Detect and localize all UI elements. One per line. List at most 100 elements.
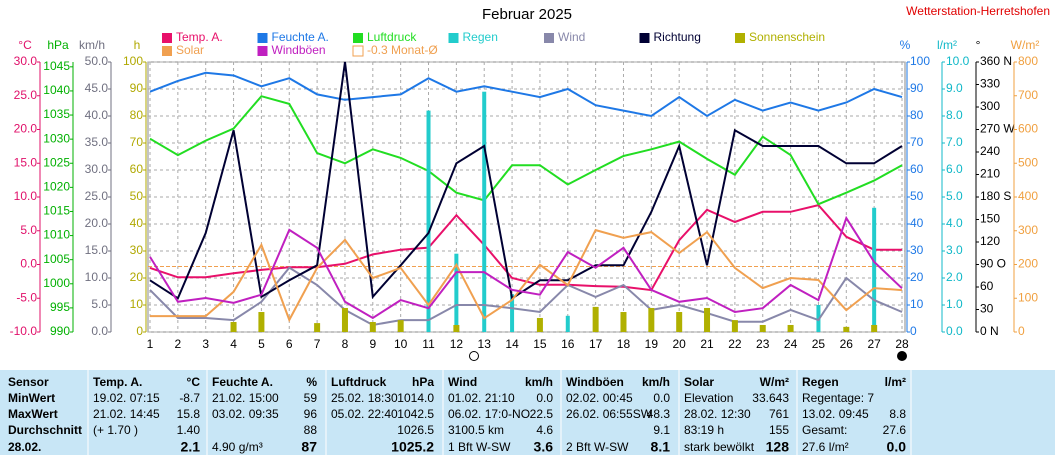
y-tick-label: 20 <box>910 270 924 284</box>
table-cell: 8.8 <box>889 407 906 421</box>
y-tick-label: 200 <box>1018 257 1038 271</box>
y-tick-label: 20.0 <box>14 122 38 136</box>
legend-swatch <box>352 45 364 57</box>
x-tick-label: 16 <box>561 337 575 351</box>
y-tick-label: 25.0 <box>85 189 109 203</box>
bar <box>871 324 878 332</box>
table-cell: 05.02. 22:40 <box>331 407 398 421</box>
x-tick-label: 27 <box>867 337 881 351</box>
legend-swatch <box>544 33 554 43</box>
bar <box>731 320 738 332</box>
y-tick-label: 10.0 <box>85 270 109 284</box>
bar <box>676 312 683 332</box>
table-cell: 96 <box>304 407 318 421</box>
table-cell: 19.02. 07:15 <box>93 391 160 405</box>
table-cell: 27.6 l/m² <box>802 440 849 454</box>
table-cell: 06.02. 17:0-NO <box>448 407 530 421</box>
y-tick-label: -10.0 <box>10 324 38 338</box>
y-tick-label: 30 <box>980 302 994 316</box>
new-moon-icon <box>897 351 907 361</box>
bar <box>759 324 766 332</box>
line <box>149 71 903 118</box>
table-background <box>0 370 1055 455</box>
y-tick-label: 10.0 <box>14 189 38 203</box>
y-tick-label: 1.0 <box>946 297 963 311</box>
legend-label: -0.3 Monat-Ø <box>367 43 438 57</box>
table-cell: 26.02. 06:55SW <box>566 407 653 421</box>
x-tick-label: 19 <box>645 337 659 351</box>
bar <box>620 312 627 332</box>
y-tick-label: 10 <box>130 297 144 311</box>
table-cell: Solar <box>684 375 714 389</box>
x-tick-label: 17 <box>589 337 603 351</box>
x-tick-label: 2 <box>175 337 182 351</box>
table-cell: 1042.5 <box>397 407 434 421</box>
y-tick-label: 50.0 <box>85 54 109 68</box>
y-tick-label: 210 <box>980 167 1000 181</box>
table-cell: 0.0 <box>536 391 553 405</box>
x-tick-label: 13 <box>478 337 492 351</box>
line <box>149 61 903 300</box>
y-tick-label: 5.0 <box>91 297 108 311</box>
y-tick-label: 15.0 <box>85 243 109 257</box>
y-tick-label: 70 <box>130 135 144 149</box>
y-tick-label: 10.0 <box>946 54 970 68</box>
y-tick-label: 180 S <box>980 189 1011 203</box>
y-tick-label: 40.0 <box>85 108 109 122</box>
legend-label: Sonnenschein <box>749 30 825 44</box>
y-tick-label: 15.0 <box>14 155 38 169</box>
table-cell: 22.5 <box>530 407 554 421</box>
table-cell: 1014.0 <box>397 391 434 405</box>
axis-unit: °C <box>18 38 32 52</box>
table-cell: 3100.5 km <box>448 423 504 437</box>
table-cell: 2 Bft W-SW <box>566 440 629 454</box>
bar <box>341 307 348 332</box>
legend-swatch <box>448 33 459 43</box>
bar <box>787 324 794 332</box>
y-tick-label: 80 <box>130 108 144 122</box>
y-tick-label: 240 <box>980 144 1000 158</box>
y-tick-label: 90 O <box>980 257 1006 271</box>
y-tick-label: 6.0 <box>946 162 963 176</box>
y-tick-label: 0 <box>910 324 917 338</box>
y-tick-label: 4.0 <box>946 216 963 230</box>
bar <box>426 110 431 332</box>
x-tick-label: 26 <box>840 337 854 351</box>
legend-label: Solar <box>176 43 204 57</box>
table-cell: 8.1 <box>651 439 671 455</box>
y-tick-label: 90 <box>910 81 924 95</box>
y-tick-label: 1015 <box>43 204 70 218</box>
y-tick-label: 40 <box>910 216 924 230</box>
line <box>149 215 903 320</box>
table-cell: 1 Bft W-SW <box>448 440 511 454</box>
bar <box>482 91 487 332</box>
y-tick-label: 1025 <box>43 155 70 169</box>
axis-unit: km/h <box>79 38 105 52</box>
table-cell: 83:19 h <box>684 423 724 437</box>
y-tick-label: 50 <box>910 189 924 203</box>
table-cell: 9.1 <box>653 423 670 437</box>
bar <box>454 253 459 332</box>
bar <box>230 322 237 332</box>
x-tick-label: 7 <box>314 337 321 351</box>
table-cell: 28.02. 12:30 <box>684 407 751 421</box>
legend-swatch <box>162 33 172 43</box>
table-cell: 48.3 <box>647 407 671 421</box>
legend-swatch <box>735 33 745 43</box>
table-cell: Gesamt: <box>802 423 847 437</box>
legend-swatch <box>162 46 172 56</box>
y-tick-label: 500 <box>1018 155 1038 169</box>
y-tick-label: 1030 <box>43 131 70 145</box>
x-tick-label: 28 <box>895 337 909 351</box>
line <box>150 228 903 323</box>
axis-unit: h <box>134 38 141 52</box>
bar <box>369 322 376 332</box>
x-tick-label: 8 <box>342 337 349 351</box>
y-tick-label: 100 <box>123 54 143 68</box>
bar <box>592 306 599 332</box>
y-tick-label: 30.0 <box>85 162 109 176</box>
y-tick-label: 1000 <box>43 276 70 290</box>
y-tick-label: 25.0 <box>14 88 38 102</box>
table-cell: 1025.2 <box>391 439 434 455</box>
